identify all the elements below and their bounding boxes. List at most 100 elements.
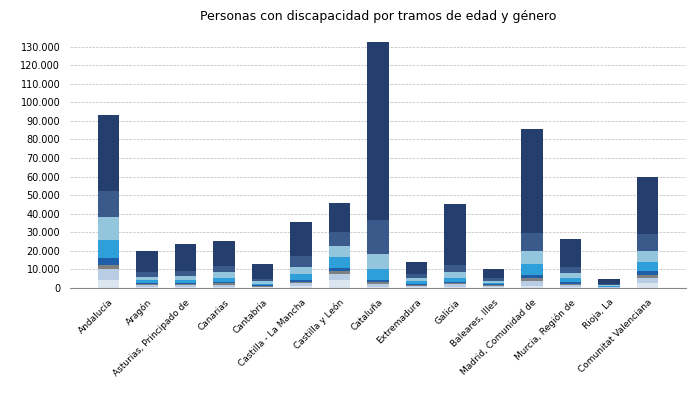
Bar bbox=[406, 285, 427, 286]
Title: Personas con discapacidad por tramos de edad y género: Personas con discapacidad por tramos de … bbox=[199, 10, 556, 23]
Bar bbox=[252, 264, 273, 279]
Bar bbox=[98, 115, 119, 192]
Bar bbox=[214, 278, 235, 282]
Bar bbox=[98, 258, 119, 265]
Bar bbox=[290, 256, 312, 267]
Bar bbox=[444, 278, 466, 282]
Bar bbox=[560, 287, 581, 288]
Bar bbox=[483, 278, 504, 280]
Bar bbox=[214, 266, 235, 272]
Bar bbox=[406, 274, 427, 278]
Bar bbox=[483, 287, 504, 288]
Bar bbox=[522, 281, 542, 286]
Bar bbox=[214, 285, 235, 286]
Bar bbox=[329, 246, 350, 257]
Bar bbox=[98, 270, 119, 280]
Bar bbox=[406, 287, 427, 288]
Bar bbox=[175, 285, 196, 287]
Bar bbox=[290, 274, 312, 280]
Bar bbox=[598, 286, 620, 287]
Bar bbox=[368, 282, 388, 284]
Bar bbox=[329, 274, 350, 280]
Bar bbox=[444, 283, 466, 284]
Bar bbox=[483, 284, 504, 286]
Bar bbox=[329, 280, 350, 288]
Bar bbox=[136, 280, 158, 283]
Bar bbox=[522, 264, 542, 275]
Bar bbox=[483, 269, 504, 278]
Bar bbox=[98, 280, 119, 288]
Bar bbox=[444, 272, 466, 278]
Bar bbox=[290, 286, 312, 288]
Bar bbox=[522, 252, 542, 264]
Bar bbox=[368, 287, 388, 288]
Bar bbox=[637, 283, 658, 288]
Bar bbox=[637, 271, 658, 275]
Bar bbox=[329, 271, 350, 274]
Bar bbox=[522, 233, 542, 252]
Bar bbox=[329, 257, 350, 268]
Bar bbox=[637, 251, 658, 262]
Bar bbox=[560, 239, 581, 267]
Bar bbox=[444, 286, 466, 288]
Bar bbox=[637, 262, 658, 271]
Bar bbox=[368, 42, 388, 220]
Bar bbox=[252, 284, 273, 285]
Bar bbox=[175, 287, 196, 288]
Bar bbox=[598, 285, 620, 286]
Bar bbox=[252, 286, 273, 288]
Bar bbox=[329, 268, 350, 271]
Bar bbox=[522, 129, 542, 233]
Bar bbox=[214, 286, 235, 288]
Bar bbox=[136, 283, 158, 284]
Bar bbox=[637, 275, 658, 278]
Bar bbox=[214, 283, 235, 285]
Bar bbox=[175, 272, 196, 276]
Bar bbox=[175, 284, 196, 285]
Bar bbox=[483, 285, 504, 286]
Bar bbox=[136, 287, 158, 288]
Bar bbox=[175, 276, 196, 280]
Bar bbox=[522, 275, 542, 278]
Bar bbox=[136, 272, 158, 277]
Bar bbox=[637, 234, 658, 251]
Bar bbox=[560, 284, 581, 285]
Bar bbox=[290, 222, 312, 256]
Bar bbox=[252, 279, 273, 281]
Bar bbox=[175, 280, 196, 283]
Bar bbox=[368, 220, 388, 254]
Bar bbox=[175, 244, 196, 272]
Bar bbox=[290, 282, 312, 283]
Bar bbox=[368, 284, 388, 287]
Bar bbox=[406, 262, 427, 274]
Bar bbox=[252, 281, 273, 284]
Bar bbox=[406, 284, 427, 285]
Bar bbox=[290, 280, 312, 282]
Bar bbox=[368, 280, 388, 282]
Bar bbox=[560, 273, 581, 278]
Bar bbox=[252, 285, 273, 286]
Bar bbox=[560, 278, 581, 282]
Bar bbox=[98, 192, 119, 218]
Bar bbox=[98, 240, 119, 258]
Bar bbox=[522, 286, 542, 288]
Bar bbox=[560, 282, 581, 284]
Bar bbox=[444, 284, 466, 286]
Bar bbox=[98, 265, 119, 270]
Bar bbox=[368, 268, 388, 280]
Bar bbox=[136, 277, 158, 280]
Bar bbox=[329, 232, 350, 246]
Bar bbox=[483, 280, 504, 283]
Bar bbox=[406, 278, 427, 281]
Bar bbox=[136, 284, 158, 285]
Bar bbox=[637, 176, 658, 234]
Bar bbox=[98, 218, 119, 240]
Bar bbox=[444, 204, 466, 265]
Bar bbox=[214, 272, 235, 278]
Bar bbox=[368, 254, 388, 268]
Bar bbox=[560, 285, 581, 287]
Bar bbox=[406, 286, 427, 287]
Bar bbox=[214, 241, 235, 266]
Bar bbox=[483, 283, 504, 284]
Bar bbox=[598, 279, 620, 284]
